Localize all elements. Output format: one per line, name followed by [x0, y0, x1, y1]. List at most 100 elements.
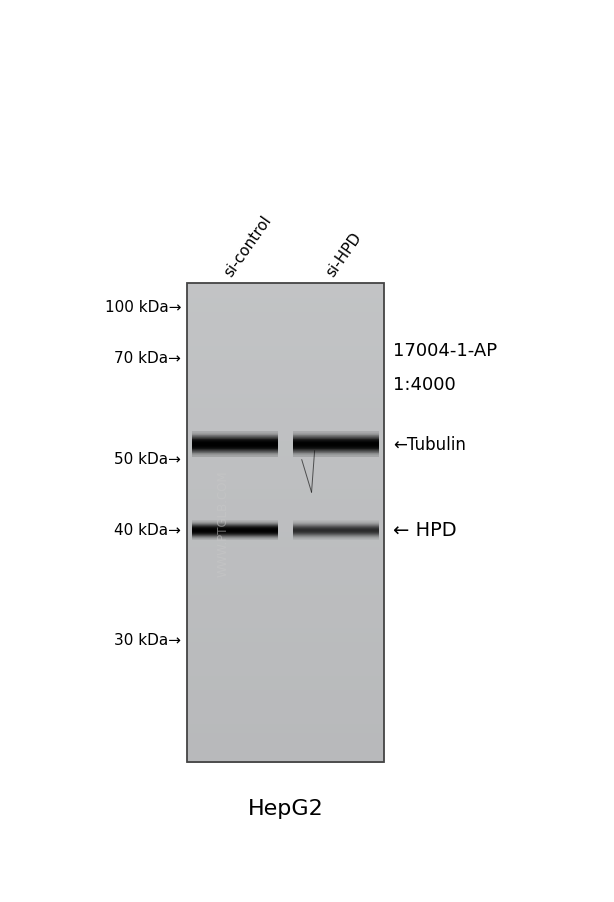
Bar — [187, 384, 384, 391]
Bar — [187, 313, 384, 318]
Bar — [187, 733, 384, 740]
Bar — [187, 710, 384, 715]
Bar — [187, 375, 384, 381]
Text: 40 kDa→: 40 kDa→ — [114, 523, 181, 538]
Bar — [187, 284, 384, 290]
Bar — [187, 418, 384, 424]
Bar — [187, 729, 384, 734]
Bar — [187, 413, 384, 419]
Bar — [187, 571, 384, 576]
Bar — [187, 365, 384, 371]
Bar — [187, 294, 384, 299]
Bar — [187, 480, 384, 486]
Bar — [187, 638, 384, 644]
Bar — [187, 629, 384, 634]
Text: 50 kDa→: 50 kDa→ — [114, 451, 181, 466]
Bar — [187, 748, 384, 753]
Bar — [187, 355, 384, 362]
Bar — [187, 619, 384, 624]
Bar — [187, 547, 384, 553]
Bar — [187, 681, 384, 686]
Bar — [187, 399, 384, 404]
Bar — [187, 662, 384, 667]
Bar — [187, 719, 384, 725]
Text: ←Tubulin: ←Tubulin — [393, 436, 466, 454]
Text: ← HPD: ← HPD — [393, 520, 457, 539]
Bar — [187, 509, 384, 514]
Bar — [187, 327, 384, 333]
Bar — [187, 346, 384, 352]
Bar — [187, 566, 384, 572]
Bar — [187, 581, 384, 586]
Bar — [187, 686, 384, 692]
Bar — [187, 691, 384, 696]
Bar — [187, 561, 384, 567]
Bar — [187, 528, 384, 534]
Bar — [187, 575, 384, 582]
Bar — [187, 519, 384, 524]
Bar — [187, 523, 384, 529]
Bar — [187, 700, 384, 705]
Bar — [187, 504, 384, 510]
Bar — [187, 442, 384, 447]
Bar — [187, 485, 384, 491]
Bar — [187, 648, 384, 653]
Bar — [187, 614, 384, 620]
Bar — [187, 500, 384, 505]
Bar — [187, 437, 384, 443]
Bar — [187, 289, 384, 295]
Bar — [187, 633, 384, 639]
Bar — [187, 423, 384, 428]
Bar — [187, 284, 384, 762]
Bar — [187, 342, 384, 347]
Bar — [187, 456, 384, 462]
Bar — [187, 671, 384, 677]
Bar — [187, 695, 384, 701]
Text: si-control: si-control — [221, 213, 274, 280]
Bar — [187, 361, 384, 366]
Bar — [187, 600, 384, 605]
Bar — [187, 714, 384, 720]
Bar — [187, 667, 384, 672]
Bar — [187, 471, 384, 476]
Bar — [187, 542, 384, 548]
Bar — [187, 743, 384, 749]
Bar — [187, 642, 384, 649]
Bar — [187, 303, 384, 308]
Bar — [187, 657, 384, 663]
Bar — [187, 552, 384, 557]
Bar — [187, 752, 384, 759]
Bar — [187, 538, 384, 543]
Bar — [187, 428, 384, 433]
Bar — [187, 332, 384, 337]
Bar — [187, 609, 384, 615]
Bar — [187, 475, 384, 481]
Bar — [187, 585, 384, 591]
Bar — [187, 623, 384, 630]
Bar — [187, 432, 384, 438]
Bar — [187, 513, 384, 520]
Bar — [187, 370, 384, 376]
Bar — [187, 380, 384, 385]
Bar — [187, 336, 384, 343]
Text: si-HPD: si-HPD — [324, 230, 365, 280]
Bar — [187, 351, 384, 356]
Bar — [187, 652, 384, 658]
Text: 70 kDa→: 70 kDa→ — [114, 351, 181, 365]
Bar — [187, 490, 384, 495]
Bar — [187, 704, 384, 711]
Bar — [187, 318, 384, 323]
Bar — [187, 595, 384, 601]
Bar — [187, 758, 384, 763]
Bar — [187, 322, 384, 328]
Bar — [187, 557, 384, 562]
Text: 1:4000: 1:4000 — [393, 375, 456, 393]
Bar — [187, 676, 384, 682]
Bar — [187, 446, 384, 452]
Text: 100 kDa→: 100 kDa→ — [104, 299, 181, 315]
Bar — [187, 590, 384, 595]
Bar — [187, 738, 384, 744]
Bar — [187, 724, 384, 730]
Bar — [187, 390, 384, 395]
Bar — [187, 394, 384, 400]
